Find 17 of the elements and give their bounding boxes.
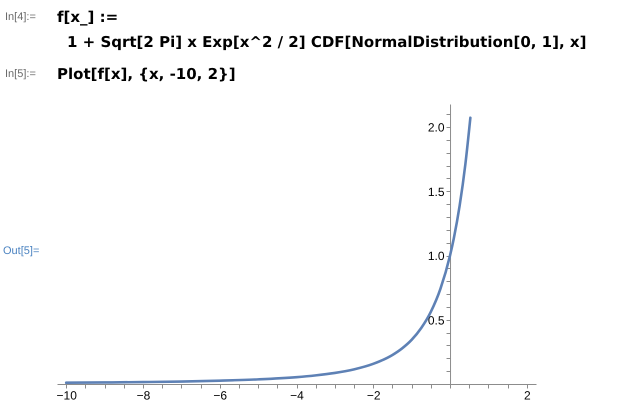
line-series <box>64 116 472 384</box>
text: 1 + Sqrt[2 Pi] x Exp[x^2 / 2] CDF[NormalDistribution[0, 1], x] <box>67 33 586 51</box>
text: f[x_] := <box>57 8 118 26</box>
x-tick-label: −4 <box>290 388 304 400</box>
text: Out[5]= <box>3 245 40 257</box>
text: In[4]:= <box>5 11 36 23</box>
x-tick-label: −10 <box>56 388 78 400</box>
x-tick-label: −2 <box>366 388 381 400</box>
x-tick-label: −6 <box>213 388 228 400</box>
y-tick-label: 1.5 <box>428 184 445 199</box>
text: Plot[f[x], {x, -10, 2}] <box>57 65 236 83</box>
x-tick-label: −8 <box>136 388 151 400</box>
text: In[5]:= <box>5 68 36 80</box>
y-tick-label: 0.5 <box>428 313 445 328</box>
y-tick-label: 2.0 <box>428 120 445 135</box>
y-tick-label: 1.0 <box>428 249 445 264</box>
x-tick-label: 2 <box>524 388 531 400</box>
